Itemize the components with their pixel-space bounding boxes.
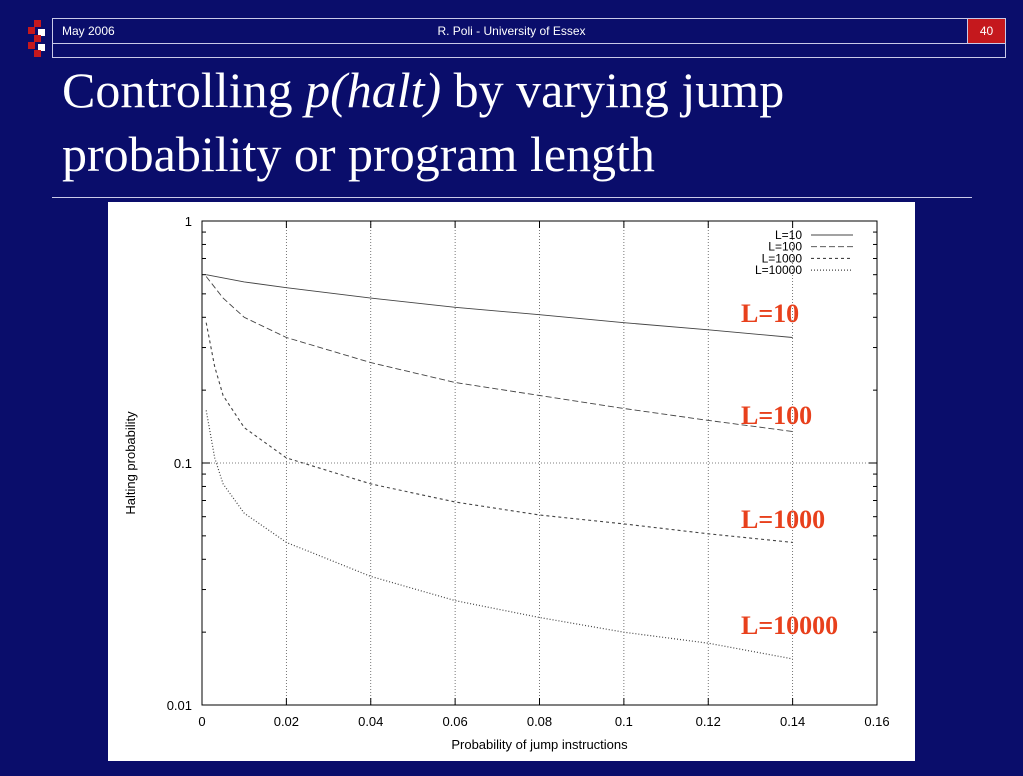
chart-panel: 0 0.02 0.04 0.06 0.08 0.1 0.12 0.14 0.16 0.01 0.1 1… <box>108 202 915 761</box>
x-axis-title: Probability of jump instructions <box>451 737 628 752</box>
legend-label: L=10000 <box>755 263 802 277</box>
title-divider <box>52 197 972 198</box>
title-part2: by varying jump <box>441 62 785 118</box>
page-number: 40 <box>979 24 994 38</box>
title-italic: p(halt) <box>305 62 442 118</box>
legend-label: L=10 <box>775 228 802 242</box>
page-number-box <box>967 18 1006 44</box>
x-tick-label: 0.08 <box>527 714 552 729</box>
x-tick-label: 0.04 <box>358 714 383 729</box>
series-line-l-10 <box>206 274 793 338</box>
y-tick-label: 0.01 <box>167 698 192 713</box>
series-line-l-100 <box>205 276 793 432</box>
plot-frame <box>201 220 878 706</box>
series-line-l-10000 <box>205 410 793 660</box>
header-author: R. Poli - University of Essex <box>437 24 586 38</box>
x-tick-label: 0.16 <box>864 714 889 729</box>
curve-annotation: L=100 <box>741 401 812 430</box>
curve-annotation: L=1000 <box>741 505 825 534</box>
x-tick-label: 0.02 <box>274 714 299 729</box>
legend-label: L=1000 <box>762 251 803 265</box>
title-part1: Controlling <box>62 62 306 118</box>
halting-probability-chart: 0 0.02 0.04 0.06 0.08 0.1 0.12 0.14 0.16 0.01 0.1 1… <box>123 214 890 752</box>
x-tick-label: 0.1 <box>615 714 633 729</box>
x-tick-label: 0.12 <box>696 714 721 729</box>
x-tick-label: 0.06 <box>442 714 467 729</box>
slide-title: Controlling p(halt) by varying jump prob… <box>62 58 992 186</box>
curve-annotation: L=10 <box>741 299 799 328</box>
title-line2: probability or program length <box>62 126 655 182</box>
curve-annotation: L=10000 <box>741 611 838 640</box>
header-date: May 2006 <box>62 24 115 38</box>
header-bar <box>52 18 1006 44</box>
legend-label: L=100 <box>768 240 802 254</box>
x-tick-label: 0 <box>198 714 205 729</box>
y-tick-label: 0.1 <box>174 456 192 471</box>
y-tick-label: 1 <box>185 214 192 229</box>
university-logo-icon <box>28 20 46 58</box>
header-strip <box>52 44 1006 58</box>
series-line-l-1000 <box>205 322 793 543</box>
x-tick-label: 0.14 <box>780 714 805 729</box>
y-axis-title: Halting probability <box>123 411 138 515</box>
